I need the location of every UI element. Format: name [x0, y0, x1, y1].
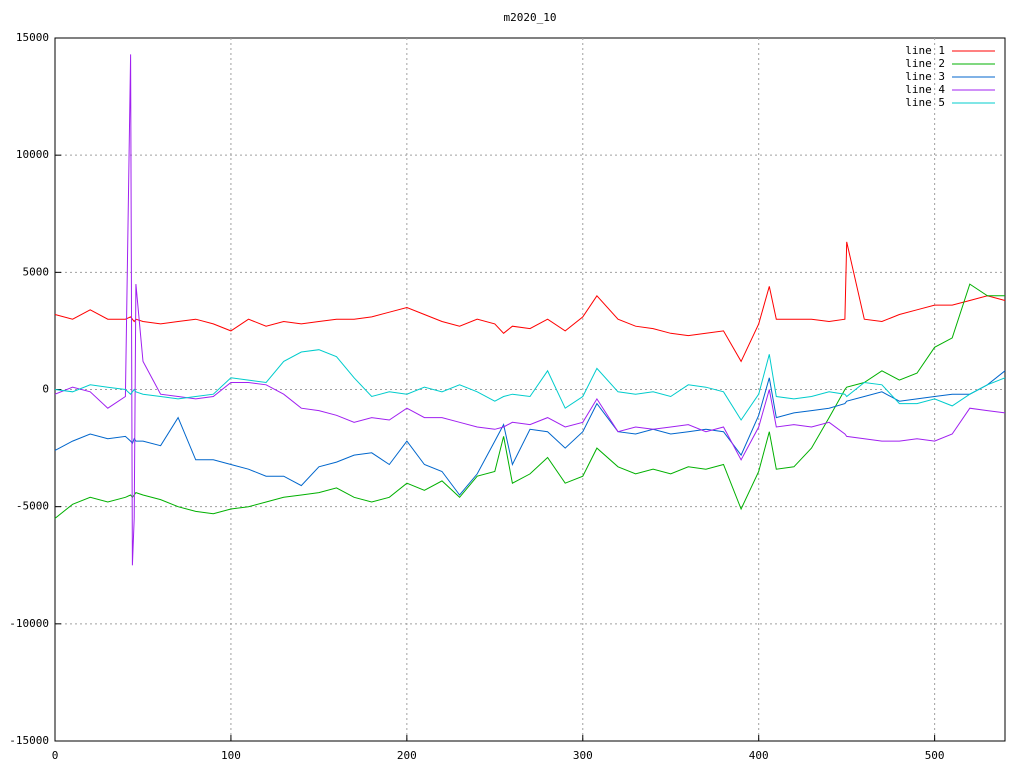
legend-label: line 3 [905, 70, 945, 83]
x-tick-label: 200 [397, 749, 417, 762]
legend-label: line 4 [905, 83, 945, 96]
y-tick-label: 15000 [16, 31, 49, 44]
x-tick-label: 500 [925, 749, 945, 762]
x-tick-label: 100 [221, 749, 241, 762]
legend-label: line 1 [905, 44, 945, 57]
legend-label: line 5 [905, 96, 945, 109]
x-tick-label: 300 [573, 749, 593, 762]
x-tick-label: 400 [749, 749, 769, 762]
x-tick-label: 0 [52, 749, 59, 762]
line-series [54, 54, 1006, 566]
y-tick-label: 5000 [23, 265, 50, 278]
y-tick-label: -15000 [9, 734, 49, 747]
chart-title: m2020_10 [504, 11, 557, 24]
line-series [54, 349, 1006, 421]
y-tick-label: 10000 [16, 148, 49, 161]
line-series [54, 370, 1006, 496]
line-series [54, 241, 1006, 363]
y-tick-label: -10000 [9, 617, 49, 630]
y-tick-label: 0 [42, 383, 49, 396]
y-tick-label: -5000 [16, 500, 49, 513]
legend-label: line 2 [905, 57, 945, 70]
